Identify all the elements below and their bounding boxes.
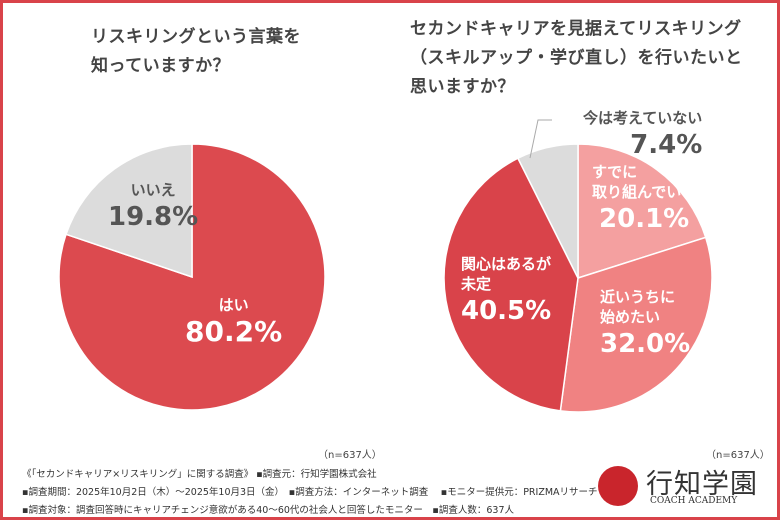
pie-slice: [559, 236, 713, 413]
footer-line: 《「セカンドキャリア×リスキリング」に関する調査》 ▪調査元：行知学園株式会社: [22, 469, 377, 480]
left-question-line: 知っていますか？: [91, 56, 231, 76]
right-pie: [443, 143, 713, 413]
right-question: セカンドキャリアを見据えてリスキリング （スキルアップ・学び直し）を行いたいと …: [410, 15, 743, 102]
slice-value: 20.1%: [599, 204, 690, 234]
slice-value: 40.5%: [461, 296, 552, 326]
slice-label-no: いいえ 19.8%: [108, 180, 198, 234]
slice-label-text: 近いうちに: [600, 288, 676, 306]
left-pie: [58, 143, 326, 411]
slice-label-text: 取り組んでいる: [592, 183, 697, 201]
slice-label-text: 今は考えていない: [583, 109, 703, 127]
right-question-line: セカンドキャリアを見据えてリスキリング: [410, 19, 742, 39]
right-question-line: （スキルアップ・学び直し）を行いたいと: [410, 48, 743, 68]
slice-value: 7.4%: [630, 130, 703, 160]
footer-line: ▪調査期間：2025年10月2日（木）～2025年10月3日（金） ▪調査方法：…: [22, 487, 598, 498]
slice-label-text: 関心はあるが: [461, 255, 552, 273]
slice-label-text: はい: [218, 296, 249, 314]
slice-label-already: すでに 取り組んでいる 20.1%: [592, 162, 696, 236]
left-question: リスキリングという言葉を 知っていますか？: [91, 23, 301, 81]
slice-value: 80.2%: [185, 315, 283, 348]
tree-logo-icon: [598, 466, 638, 506]
slice-value: 19.8%: [108, 202, 199, 232]
slice-label-yes: はい 80.2%: [185, 295, 282, 349]
slice-label-text: 始めたい: [600, 308, 661, 326]
pie-slice: [65, 143, 193, 279]
slice-label-text: 未定: [461, 275, 492, 293]
slice-label-text: すでに: [592, 163, 638, 181]
slice-label-not-now: 今は考えていない 7.4%: [583, 108, 702, 162]
logo-name: 行知学園: [646, 469, 758, 500]
leader-line: [529, 119, 552, 159]
left-question-line: リスキリングという言葉を: [91, 27, 301, 47]
pie-slice: [577, 143, 707, 280]
slice-label-soon: 近いうちに 始めたい 32.0%: [600, 287, 690, 361]
logo-sub: COACH ACADEMY: [650, 496, 738, 506]
pie-slice: [443, 157, 579, 412]
slice-label-text: いいえ: [130, 181, 176, 199]
pie-slice: [516, 143, 579, 279]
slice-label-undecided: 関心はあるが 未定 40.5%: [461, 254, 551, 328]
slice-value: 32.0%: [600, 329, 691, 359]
right-question-line: 思いますか？: [410, 77, 515, 97]
left-n: （n=637人）: [318, 450, 382, 461]
right-n: （n=637人）: [706, 450, 770, 461]
footer-line: ▪調査対象：調査回答時にキャリアチェンジ意欲がある40～60代の社会人と回答した…: [22, 505, 514, 516]
